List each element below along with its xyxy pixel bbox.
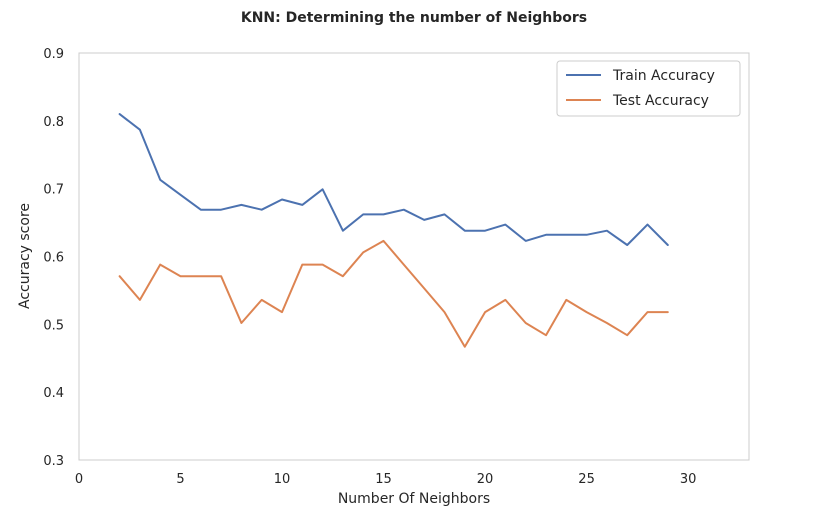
y-axis-ticks: 0.3 0.4 0.5 0.6 0.7 0.8 0.9: [43, 47, 64, 469]
x-tick-label: 30: [680, 472, 697, 487]
y-tick-label: 0.6: [43, 251, 64, 266]
x-tick-label: 5: [176, 472, 184, 487]
y-tick-label: 0.3: [43, 454, 64, 469]
y-tick-label: 0.4: [43, 386, 64, 401]
legend-box: [556, 60, 741, 117]
y-tick-label: 0.5: [43, 318, 64, 333]
y-tick-label: 0.9: [43, 47, 64, 62]
x-tick-label: 10: [274, 472, 291, 487]
x-axis-ticks: 0 5 10 15 20 25 30: [75, 472, 697, 487]
legend-label: Train Accuracy: [612, 68, 715, 84]
x-tick-label: 20: [477, 472, 494, 487]
legend: Train Accuracy Test Accuracy: [556, 60, 741, 117]
y-axis-label: Accuracy score: [17, 203, 33, 309]
plot-area-frame: [78, 52, 750, 461]
y-tick-label: 0.8: [43, 115, 64, 130]
legend-label: Test Accuracy: [612, 93, 709, 109]
series-layer: [118, 113, 669, 348]
series-line-test-accuracy: [118, 239, 669, 348]
x-axis-label: Number Of Neighbors: [338, 491, 490, 507]
x-tick-label: 15: [375, 472, 392, 487]
chart-title: KNN: Determining the number of Neighbors: [241, 10, 587, 26]
x-tick-label: 0: [75, 472, 83, 487]
series-line-train-accuracy: [118, 113, 669, 246]
x-tick-label: 25: [578, 472, 595, 487]
y-tick-label: 0.7: [43, 183, 64, 198]
